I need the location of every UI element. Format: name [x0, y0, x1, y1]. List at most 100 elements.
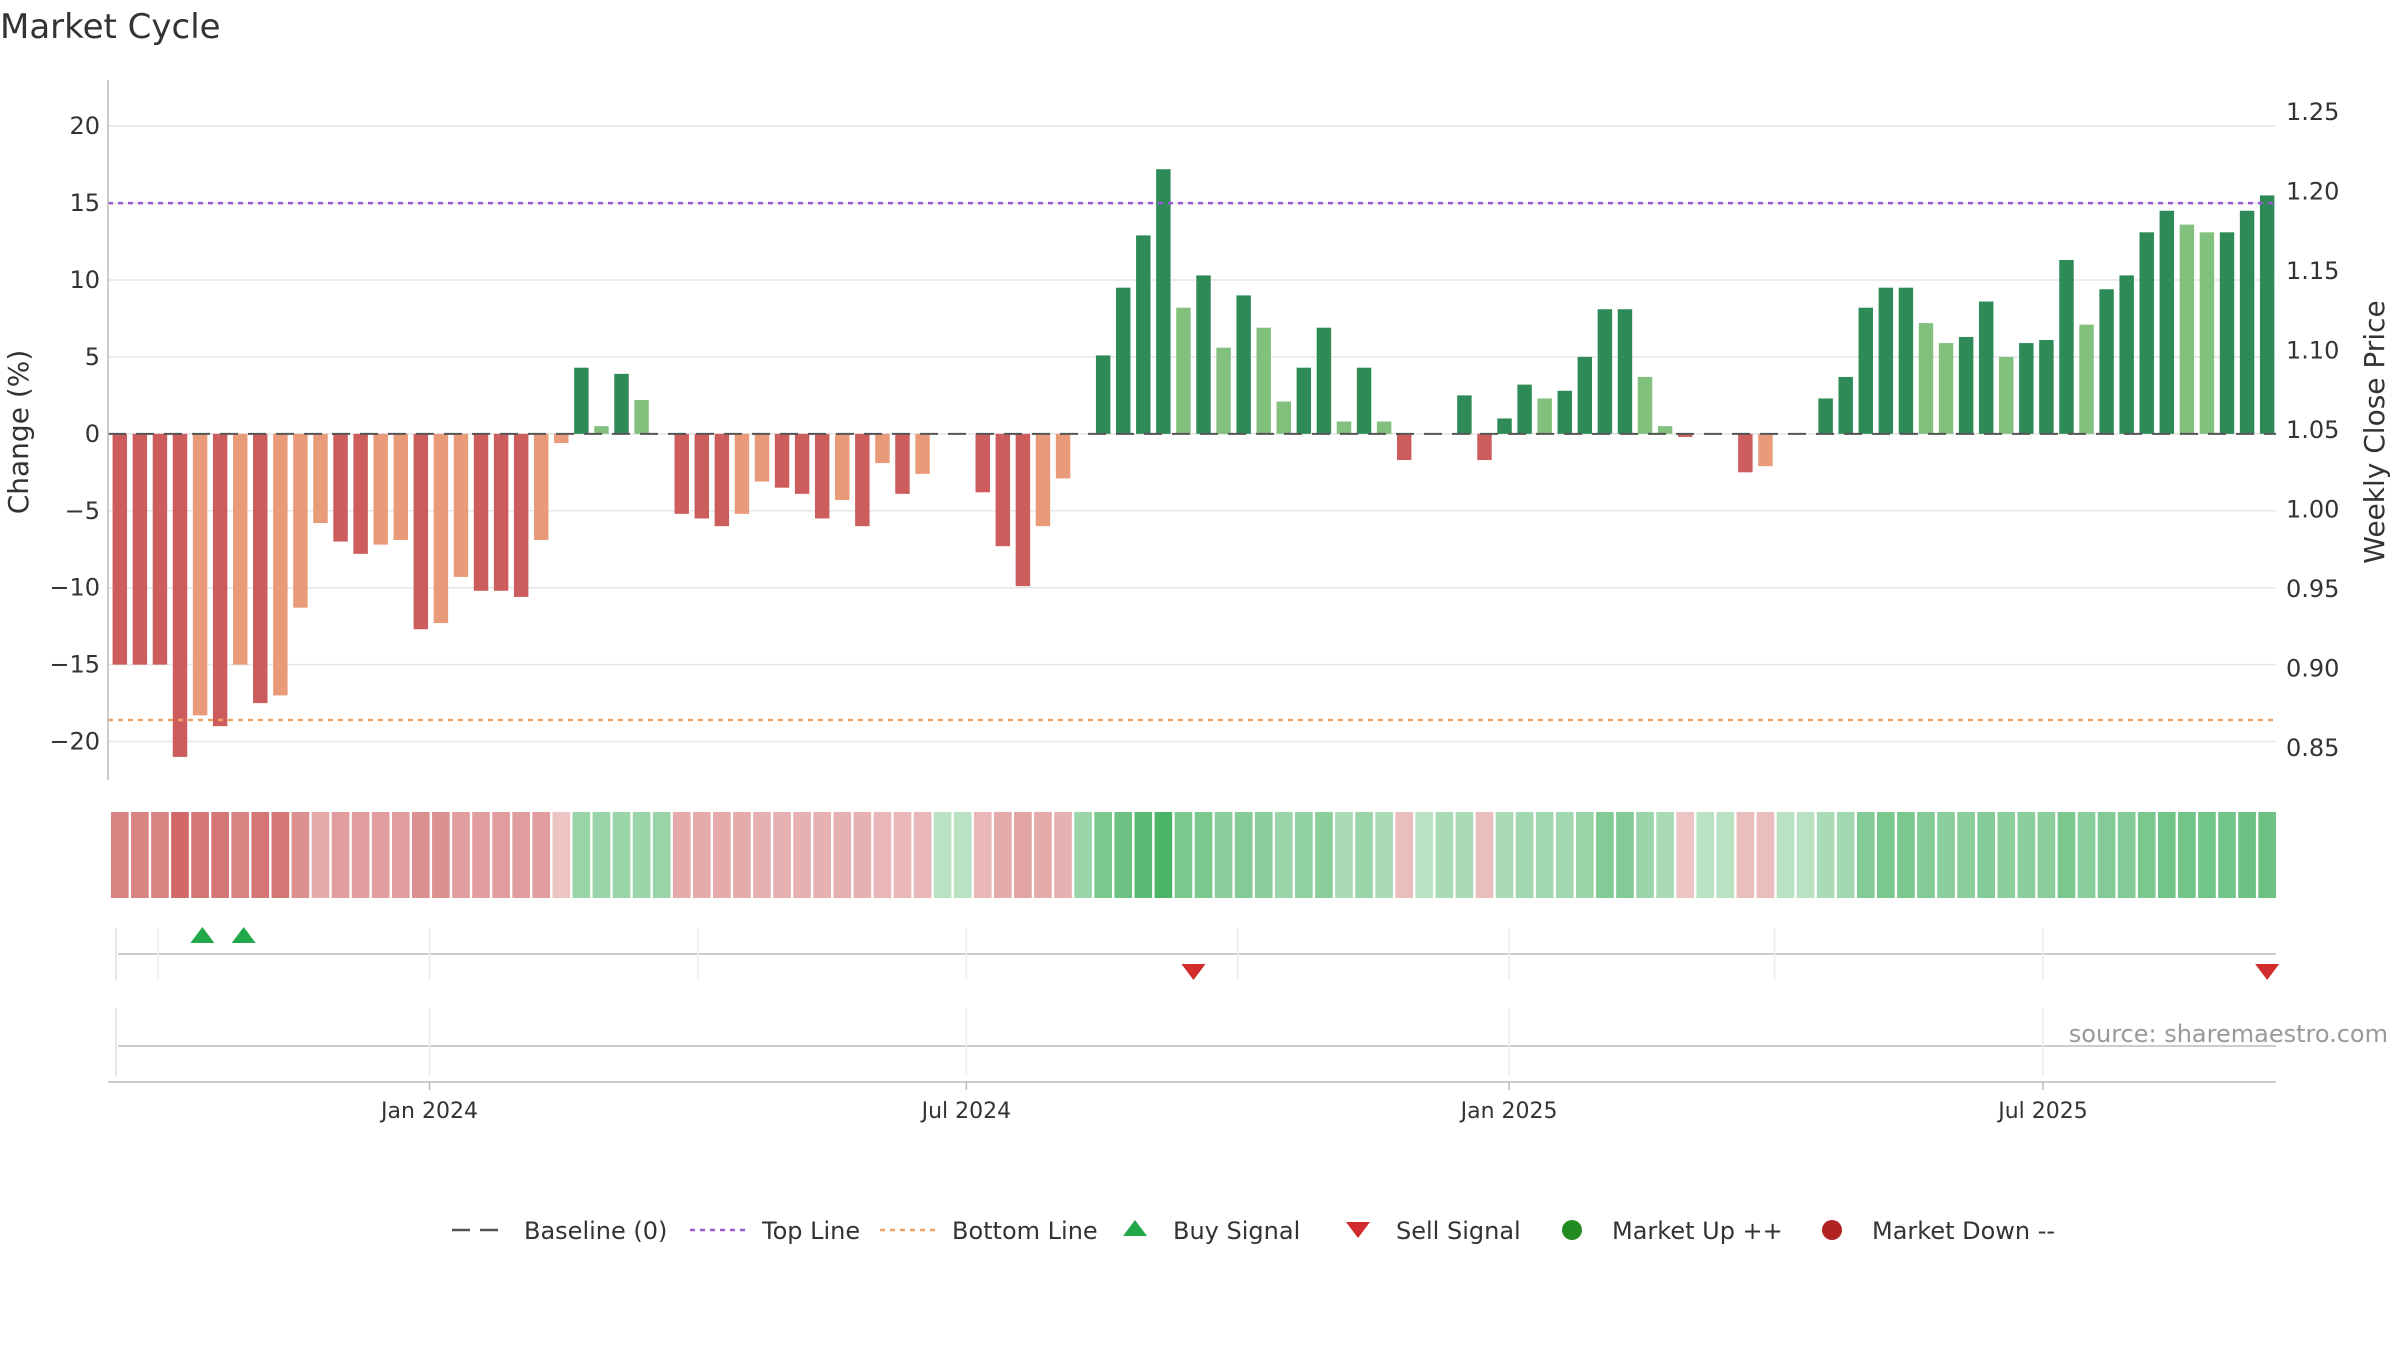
bar-change	[2139, 232, 2154, 434]
bar-change	[2119, 275, 2134, 434]
strength-cell	[1957, 812, 1975, 898]
strength-cell	[1274, 812, 1293, 898]
bar-change	[895, 433, 910, 494]
bar-change	[132, 433, 148, 665]
reference-lines	[108, 201, 2276, 722]
strength-cell	[1395, 812, 1414, 898]
chart-title: Market Cycle	[0, 7, 221, 47]
bar-change	[112, 433, 128, 665]
strength-cell	[1917, 812, 1935, 898]
bar-change	[1035, 433, 1051, 527]
grid-layer	[108, 125, 2276, 743]
bar-change	[734, 433, 750, 514]
y-tick-label-right: 1.25	[2286, 98, 2339, 126]
bar-change	[534, 433, 549, 540]
bar-change	[333, 433, 348, 542]
strength-cell	[2238, 812, 2256, 898]
y-tick-label-right: 0.85	[2286, 734, 2339, 762]
bar-change	[774, 433, 790, 488]
x-tick-label: Jan 2024	[379, 1099, 478, 1124]
bar-change	[1517, 384, 1532, 434]
bar-change	[1095, 355, 1111, 434]
legend-market-up: Market Up ++	[1562, 1217, 1783, 1245]
buy-signal-marker	[231, 927, 256, 943]
bar-change	[1356, 367, 1372, 434]
strength-cell	[2137, 812, 2156, 898]
strength-cell	[1054, 812, 1072, 898]
legend-label: Market Down --	[1872, 1217, 2055, 1245]
strength-cell	[873, 812, 892, 898]
y-tick-label-right: 0.90	[2286, 655, 2339, 683]
y-tick-label-left: 20	[69, 112, 100, 140]
bar-change	[393, 433, 408, 540]
strength-cell	[1154, 812, 1173, 898]
bar-change	[2239, 210, 2255, 434]
strength-cell	[351, 812, 370, 898]
bar-change	[2179, 224, 2195, 434]
axes-layer: −20 −15 −10 −5 0 5 10 15 20 0.85 0.90 0.95 1.00 1.05 1…	[49, 80, 2339, 780]
y-tick-label-right: 1.20	[2286, 177, 2339, 205]
strength-cell	[1074, 812, 1092, 898]
bar-change	[875, 433, 890, 464]
strength-cell	[512, 812, 531, 898]
bar-change	[915, 433, 930, 474]
bar-change	[1758, 433, 1773, 467]
strength-cell	[2097, 812, 2116, 898]
bar-change	[1999, 356, 2014, 434]
strength-cell	[793, 812, 811, 898]
strength-cell	[1034, 812, 1052, 898]
bar-change	[714, 433, 730, 527]
bar-change	[1296, 367, 1312, 434]
strength-cell	[1014, 812, 1032, 898]
strength-cell	[472, 812, 490, 898]
legend-label: Top Line	[761, 1217, 860, 1245]
strength-cell	[552, 812, 571, 898]
y-tick-label-left: −20	[49, 728, 100, 756]
strength-cell	[2218, 812, 2236, 898]
signal-panel	[115, 927, 2280, 1076]
strength-cell	[1114, 812, 1133, 898]
y-tick-label-left: −5	[65, 497, 100, 525]
legend-label: Baseline (0)	[524, 1217, 667, 1245]
strength-cell	[110, 812, 129, 898]
bar-change	[152, 433, 168, 665]
strength-cell	[612, 812, 631, 898]
strength-cell	[2077, 812, 2096, 898]
legend-label: Bottom Line	[952, 1217, 1098, 1245]
strength-cell	[813, 812, 832, 898]
bar-change	[1918, 323, 1934, 434]
strength-cell	[973, 812, 992, 898]
y-tick-label-right: 1.10	[2286, 336, 2339, 364]
strength-cell	[271, 812, 290, 898]
bar-change	[1055, 433, 1071, 479]
strength-cell	[1716, 812, 1735, 898]
bar-change	[1617, 309, 1633, 434]
bar-change	[473, 433, 489, 591]
legend-label: Buy Signal	[1173, 1217, 1300, 1245]
bar-change	[232, 433, 248, 665]
bar-change	[1637, 376, 1653, 434]
strength-cell	[893, 812, 912, 898]
bar-change	[614, 373, 629, 434]
strength-cell	[291, 812, 310, 898]
bar-change	[1657, 426, 1673, 434]
strength-cell	[131, 812, 149, 898]
strength-cell	[1535, 812, 1554, 898]
strength-cell	[1435, 812, 1454, 898]
y-tick-label-left: 15	[69, 189, 100, 217]
strength-cell	[1555, 812, 1574, 898]
strength-cell	[391, 812, 410, 898]
strength-cell	[1355, 812, 1373, 898]
strength-cell	[432, 812, 450, 898]
bar-change	[2039, 340, 2054, 434]
bar-change	[975, 433, 990, 493]
strength-cell	[933, 812, 952, 898]
bar-change	[674, 433, 689, 514]
bar-change	[1938, 343, 1954, 434]
bar-change	[493, 433, 509, 591]
sell-signal-marker	[2255, 964, 2280, 980]
bar-change	[1738, 433, 1753, 473]
strength-cell	[191, 812, 209, 898]
strength-cell	[1776, 812, 1795, 898]
